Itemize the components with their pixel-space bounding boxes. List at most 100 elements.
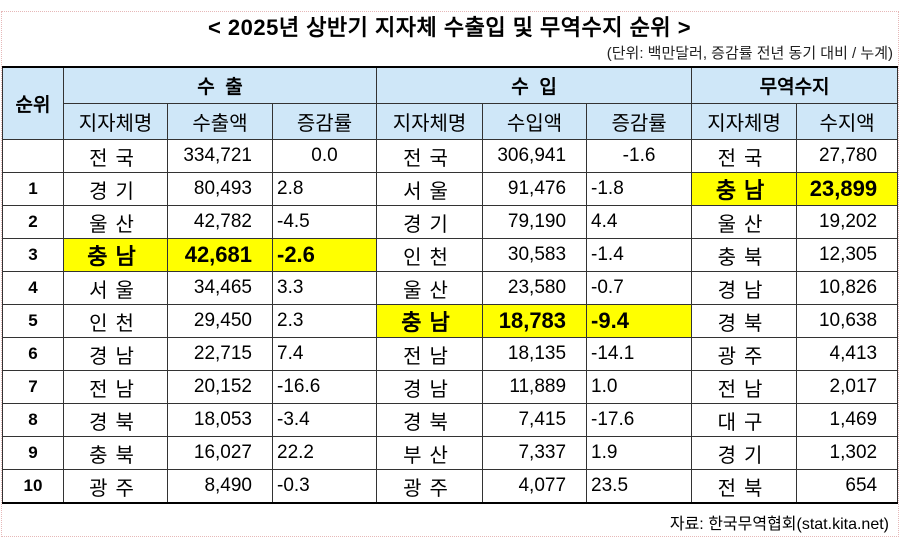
export-rate-cell: 2.3 [271, 304, 378, 338]
page-title: < 2025년 상반기 지자체 수출입 및 무역수지 순위 > [207, 15, 692, 40]
unit-note: (단위: 백만달러, 증감률 전년 동기 대비 / 누계) [606, 45, 893, 62]
balance-value-cell: 10,826 [796, 271, 899, 305]
export-region-cell: 충남 [63, 238, 168, 272]
rank-cell: 1 [2, 172, 64, 206]
balance-region-cell: 경북 [691, 304, 798, 338]
export-value-cell: 22,715 [167, 337, 273, 371]
balance-region-cell: 전국 [691, 139, 798, 173]
rank-cell: 4 [2, 271, 64, 305]
import-value-cell: 23,580 [482, 271, 588, 305]
import-value-cell: 18,783 [482, 304, 588, 338]
import-value-cell: 306,941 [482, 139, 588, 173]
export-rate-cell: 3.3 [271, 271, 378, 305]
import-value-cell: 18,135 [482, 337, 588, 371]
balance-value-cell: 2,017 [796, 370, 899, 404]
import-region-cell: 경남 [376, 370, 484, 404]
balance-value-cell: 1,469 [796, 403, 899, 437]
table-row: 3 충남 42,681 -2.6 인천 30,583 -1.4 충북 12,305 [2, 238, 899, 272]
import-region-cell: 서울 [376, 172, 484, 206]
balance-value-cell: 12,305 [796, 238, 899, 272]
import-rate-cell: 1.0 [586, 370, 693, 404]
import-rate-header: 증감률 [586, 103, 693, 140]
balance-region-cell: 광주 [691, 337, 798, 371]
export-value-cell: 334,721 [167, 139, 273, 173]
import-region-cell: 경기 [376, 205, 484, 239]
source-note: 자료: 한국무역협회(stat.kita.net) [669, 516, 889, 533]
export-rate-cell: -4.5 [271, 205, 378, 239]
export-group-header: 수 출 [62, 66, 378, 104]
import-value-cell: 7,337 [482, 436, 588, 470]
balance-region-cell: 전남 [691, 370, 798, 404]
export-value-cell: 16,027 [167, 436, 273, 470]
national-total-row: 전국 334,721 0.0 전국 306,941 -1.6 전국 27,780 [2, 139, 899, 173]
balance-region-cell: 충남 [691, 172, 798, 206]
export-region-cell: 충북 [63, 436, 168, 470]
table-row: 6 경남 22,715 7.4 전남 18,135 -14.1 광주 4,413 [2, 337, 899, 371]
balance-region-cell: 경남 [691, 271, 798, 305]
balance-value-cell: 4,413 [796, 337, 899, 371]
balance-region-cell: 대구 [691, 403, 798, 437]
import-rate-cell: -1.8 [586, 172, 693, 206]
export-value-cell: 20,152 [167, 370, 273, 404]
export-region-cell: 전남 [63, 370, 168, 404]
rank-cell: 5 [2, 304, 64, 338]
import-rate-cell: 23.5 [586, 469, 693, 504]
import-value-cell: 11,889 [482, 370, 588, 404]
export-rate-cell: -3.4 [271, 403, 378, 437]
balance-region-cell: 충북 [691, 238, 798, 272]
table-row: 8 경북 18,053 -3.4 경북 7,415 -17.6 대구 1,469 [2, 403, 899, 437]
export-value-header: 수출액 [167, 103, 273, 140]
import-region-cell: 전남 [376, 337, 484, 371]
table-body: 전국 334,721 0.0 전국 306,941 -1.6 전국 27,780 1 경기 80,4… [2, 139, 899, 504]
import-rate-cell: -0.7 [586, 271, 693, 305]
rank-cell: 2 [2, 205, 64, 239]
balance-value-cell: 1,302 [796, 436, 899, 470]
rank-cell [2, 139, 64, 173]
export-rate-cell: -16.6 [271, 370, 378, 404]
export-rate-cell: 0.0 [271, 139, 378, 173]
import-region-cell: 전국 [376, 139, 484, 173]
import-rate-cell: 4.4 [586, 205, 693, 239]
import-region-header: 지자체명 [376, 103, 484, 140]
import-region-cell: 인천 [376, 238, 484, 272]
import-region-cell: 광주 [376, 469, 484, 504]
import-region-cell: 경북 [376, 403, 484, 437]
export-value-cell: 42,681 [167, 238, 273, 272]
export-region-cell: 전국 [63, 139, 168, 173]
import-value-cell: 91,476 [482, 172, 588, 206]
balance-region-cell: 전북 [691, 469, 798, 504]
rank-cell: 10 [2, 469, 64, 504]
export-region-cell: 인천 [63, 304, 168, 338]
export-rate-cell: -0.3 [271, 469, 378, 504]
table-row: 2 울산 42,782 -4.5 경기 79,190 4.4 울산 19,202 [2, 205, 899, 239]
balance-value-cell: 654 [796, 469, 899, 504]
import-value-cell: 30,583 [482, 238, 588, 272]
import-rate-cell: -17.6 [586, 403, 693, 437]
export-region-cell: 광주 [63, 469, 168, 504]
import-rate-cell: -14.1 [586, 337, 693, 371]
rank-header: 순위 [2, 66, 64, 140]
rank-cell: 9 [2, 436, 64, 470]
import-region-cell: 충남 [376, 304, 484, 338]
export-value-cell: 42,782 [167, 205, 273, 239]
table-row: 10 광주 8,490 -0.3 광주 4,077 23.5 전북 654 [2, 469, 899, 504]
rank-cell: 7 [2, 370, 64, 404]
rank-cell: 8 [2, 403, 64, 437]
export-value-cell: 8,490 [167, 469, 273, 504]
balance-value-header: 수지액 [796, 103, 899, 140]
export-rate-cell: 7.4 [271, 337, 378, 371]
import-region-cell: 부산 [376, 436, 484, 470]
table-row: 9 충북 16,027 22.2 부산 7,337 1.9 경기 1,302 [2, 436, 899, 470]
balance-region-cell: 경기 [691, 436, 798, 470]
table-row: 5 인천 29,450 2.3 충남 18,783 -9.4 경북 10,638 [2, 304, 899, 338]
balance-value-cell: 27,780 [796, 139, 899, 173]
export-region-cell: 경북 [63, 403, 168, 437]
import-value-cell: 4,077 [482, 469, 588, 504]
export-value-cell: 34,465 [167, 271, 273, 305]
table-row: 1 경기 80,493 2.8 서울 91,476 -1.8 충남 23,899 [2, 172, 899, 206]
import-rate-cell: -9.4 [586, 304, 693, 338]
balance-region-header: 지자체명 [691, 103, 798, 140]
balance-value-cell: 19,202 [796, 205, 899, 239]
export-region-cell: 경남 [63, 337, 168, 371]
import-rate-cell: -1.6 [586, 139, 693, 173]
